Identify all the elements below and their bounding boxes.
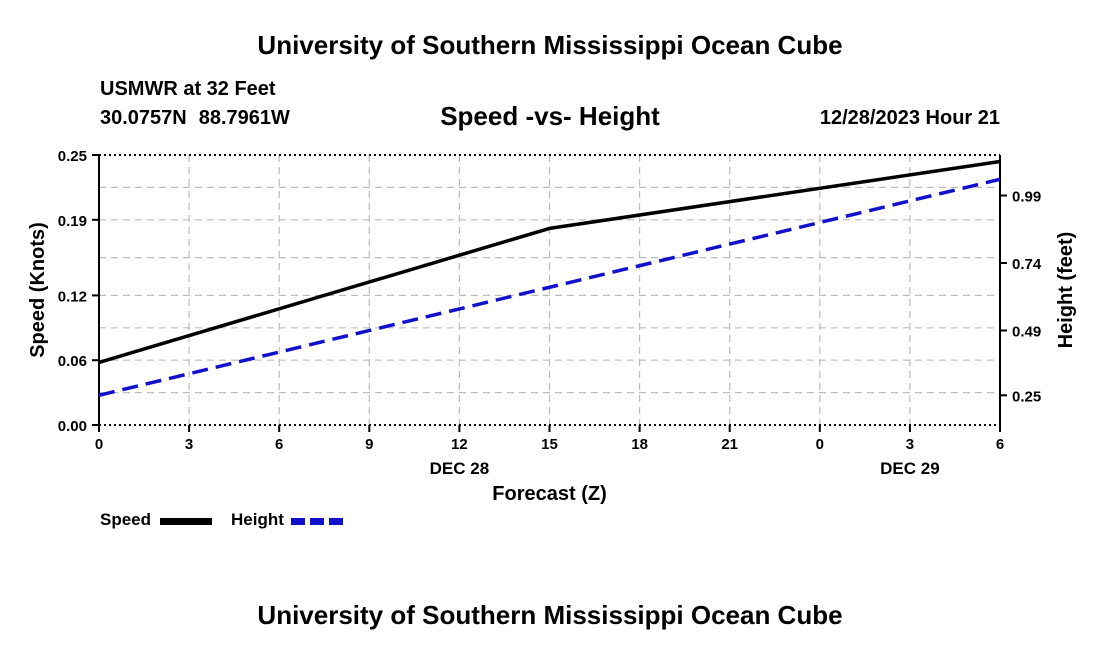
y-left-tick-label: 0.19 [58, 213, 87, 230]
latitude: 30.0757N [100, 107, 187, 129]
y-right-tick-label: 0.49 [1012, 324, 1041, 341]
station-label: USMWR at 32 Feet [100, 78, 276, 100]
x-tick-label: 6 [275, 436, 283, 453]
longitude: 88.7961W [198, 107, 290, 129]
x-tick-label: 9 [365, 436, 373, 453]
legend-height-label: Height [231, 510, 284, 529]
x-tick-label: 3 [185, 436, 193, 453]
forecast-datetime: 12/28/2023 Hour 21 [819, 107, 1000, 129]
x-axis-label: Forecast (Z) [492, 483, 606, 505]
y-left-tick-label: 0.25 [58, 148, 87, 165]
x-tick-label: 0 [816, 436, 824, 453]
legend-speed-label: Speed [100, 510, 152, 529]
legend-speed-swatch [160, 518, 212, 525]
x-date-label: DEC 28 [430, 459, 490, 478]
x-tick-label: 18 [631, 436, 648, 453]
x-tick-label: 6 [996, 436, 1004, 453]
y-right-tick-label: 0.25 [1012, 388, 1041, 405]
chart-title: University of Southern Mississippi Ocean… [257, 30, 843, 60]
y-left-tick-label: 0.00 [58, 418, 87, 435]
x-tick-label: 15 [541, 436, 558, 453]
height-series-line [98, 177, 1001, 398]
y-left-tick-label: 0.06 [58, 353, 87, 370]
x-tick-label: 12 [451, 436, 468, 453]
x-date-label: DEC 29 [880, 459, 940, 478]
coordinates: 30.0757N 88.7961W [100, 106, 290, 130]
y-left-axis-label: Speed (Knots) [27, 222, 49, 358]
x-tick-label: 0 [95, 436, 103, 453]
y-right-tick-label: 0.99 [1012, 189, 1041, 206]
footer-title: University of Southern Mississippi Ocean… [257, 600, 843, 630]
speed-series-line [98, 159, 1001, 365]
x-tick-label: 21 [721, 436, 738, 453]
chart-subtitle: Speed -vs- Height [440, 101, 660, 131]
y-right-axis-label: Height (feet) [1055, 232, 1077, 349]
x-tick-label: 3 [906, 436, 914, 453]
y-left-tick-label: 0.12 [58, 288, 87, 305]
legend-height-swatch [291, 518, 343, 525]
y-right-tick-label: 0.74 [1012, 256, 1042, 273]
